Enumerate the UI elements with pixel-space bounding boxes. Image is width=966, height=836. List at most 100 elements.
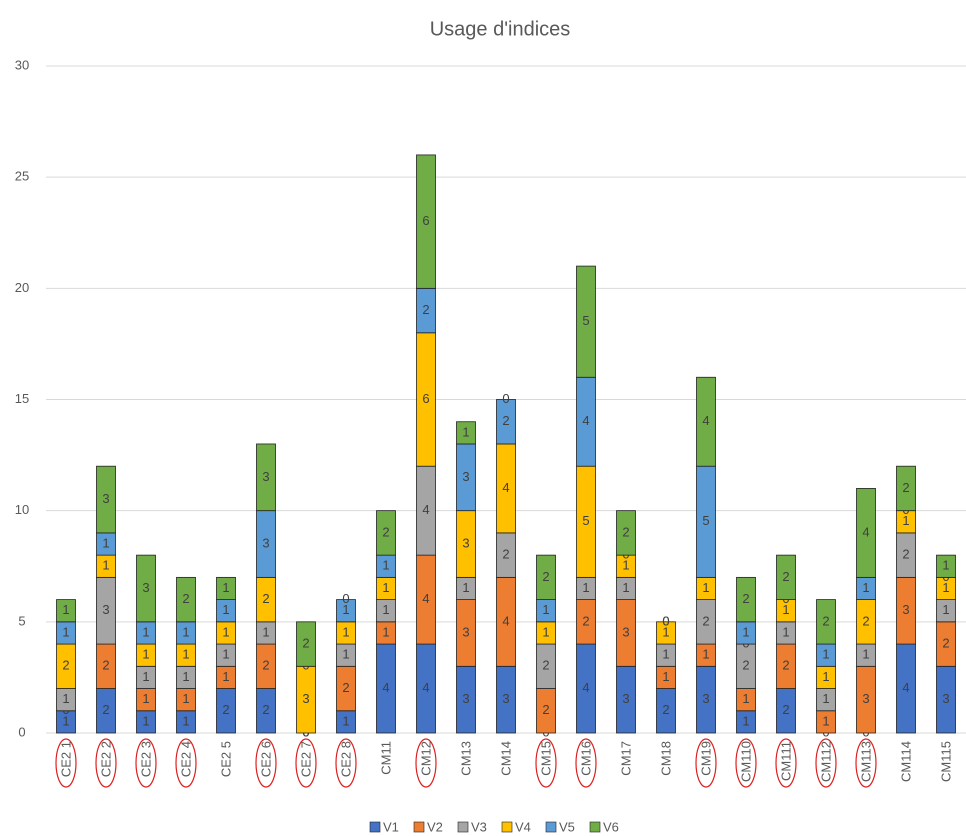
bar-segment xyxy=(216,576,236,600)
data-label: 5 xyxy=(582,313,589,328)
data-label: 2 xyxy=(702,613,709,628)
x-tick-label: CM13 xyxy=(458,741,473,776)
data-label: 2 xyxy=(182,591,189,606)
y-tick-label: 20 xyxy=(15,280,29,295)
data-label: 1 xyxy=(742,713,749,728)
x-tick-label: CE2 4 xyxy=(178,741,193,777)
highlight-circle xyxy=(135,738,157,788)
bar-segment xyxy=(336,599,356,623)
legend-label: V1 xyxy=(383,819,399,834)
highlight-circle xyxy=(55,738,77,788)
legend-label: V6 xyxy=(603,819,619,834)
highlight-circle xyxy=(255,738,277,788)
data-label: 1 xyxy=(382,580,389,595)
legend-label: V5 xyxy=(559,819,575,834)
data-label: 1 xyxy=(222,669,229,684)
bar-segment xyxy=(896,465,916,512)
x-tick-label: CE2 2 xyxy=(98,741,113,777)
data-label: 1 xyxy=(822,691,829,706)
x-tick-label: CM115 xyxy=(938,741,953,782)
bar-segment xyxy=(56,599,76,623)
data-label: 1 xyxy=(942,580,949,595)
legend-swatch xyxy=(413,821,425,833)
highlight-circle xyxy=(535,738,557,788)
data-label: 1 xyxy=(142,713,149,728)
bar-segment xyxy=(616,510,636,556)
data-label: 1 xyxy=(542,602,549,617)
y-tick-label: 10 xyxy=(15,502,29,517)
data-label: 1 xyxy=(862,647,869,662)
x-tick-label: CE2 3 xyxy=(138,741,153,777)
x-tick-label: CM15 xyxy=(538,741,553,776)
data-label: 2 xyxy=(822,613,829,628)
data-label: 1 xyxy=(942,602,949,617)
data-label: 1 xyxy=(702,580,709,595)
data-label: 1 xyxy=(822,669,829,684)
data-label: 2 xyxy=(102,702,109,717)
data-label: 4 xyxy=(582,413,589,428)
data-label: 3 xyxy=(142,580,149,595)
x-tick-label: CM17 xyxy=(618,741,633,776)
data-label: 2 xyxy=(222,702,229,717)
data-label: 1 xyxy=(182,647,189,662)
data-label: 1 xyxy=(622,580,629,595)
bar-segment xyxy=(856,488,876,578)
data-label: 1 xyxy=(182,691,189,706)
data-label: 1 xyxy=(662,624,669,639)
data-label: 1 xyxy=(742,624,749,639)
y-tick-label: 25 xyxy=(15,169,29,184)
y-tick-label: 5 xyxy=(18,613,25,628)
legend-swatch xyxy=(589,821,601,833)
x-tick-label: CM11 xyxy=(378,741,393,775)
data-label: 3 xyxy=(862,691,869,706)
data-label: 1 xyxy=(382,602,389,617)
data-label: 2 xyxy=(542,569,549,584)
data-label: 2 xyxy=(102,658,109,673)
legend-label: V4 xyxy=(515,819,531,834)
data-label: 4 xyxy=(382,680,389,695)
data-label: 1 xyxy=(462,424,469,439)
data-label: 0 xyxy=(502,391,509,406)
data-label: 2 xyxy=(262,591,269,606)
bar-segment xyxy=(576,265,596,378)
bar-segment xyxy=(96,465,116,534)
data-label: 2 xyxy=(542,702,549,717)
data-label: 2 xyxy=(262,658,269,673)
data-label: 0 xyxy=(342,591,349,606)
data-label: 2 xyxy=(62,658,69,673)
data-label: 1 xyxy=(62,713,69,728)
data-label: 1 xyxy=(542,624,549,639)
data-label: 3 xyxy=(462,624,469,639)
data-label: 5 xyxy=(582,513,589,528)
highlight-circle xyxy=(175,738,197,788)
x-tick-label: CM12 xyxy=(418,741,433,776)
data-label: 1 xyxy=(342,624,349,639)
bar-segment xyxy=(656,621,676,645)
bar-segment xyxy=(176,576,196,623)
bar-segment xyxy=(536,554,556,601)
data-label: 1 xyxy=(142,669,149,684)
data-label: 2 xyxy=(742,591,749,606)
data-label: 4 xyxy=(502,480,509,495)
data-label: 1 xyxy=(102,535,109,550)
legend-label: V3 xyxy=(471,819,487,834)
data-label: 6 xyxy=(422,213,429,228)
highlight-circle xyxy=(775,738,797,788)
bar-segment xyxy=(736,576,756,623)
data-label: 5 xyxy=(702,513,709,528)
data-label: 1 xyxy=(222,602,229,617)
data-label: 1 xyxy=(902,513,909,528)
data-label: 1 xyxy=(222,624,229,639)
data-label: 3 xyxy=(302,691,309,706)
data-label: 1 xyxy=(702,647,709,662)
data-label: 2 xyxy=(662,702,669,717)
data-label: 3 xyxy=(462,691,469,706)
data-label: 2 xyxy=(782,702,789,717)
highlight-circle xyxy=(295,738,317,788)
data-label: 1 xyxy=(102,558,109,573)
data-label: 1 xyxy=(782,624,789,639)
data-label: 1 xyxy=(742,691,749,706)
x-tick-label: CM112 xyxy=(818,741,833,782)
data-label: 2 xyxy=(502,413,509,428)
